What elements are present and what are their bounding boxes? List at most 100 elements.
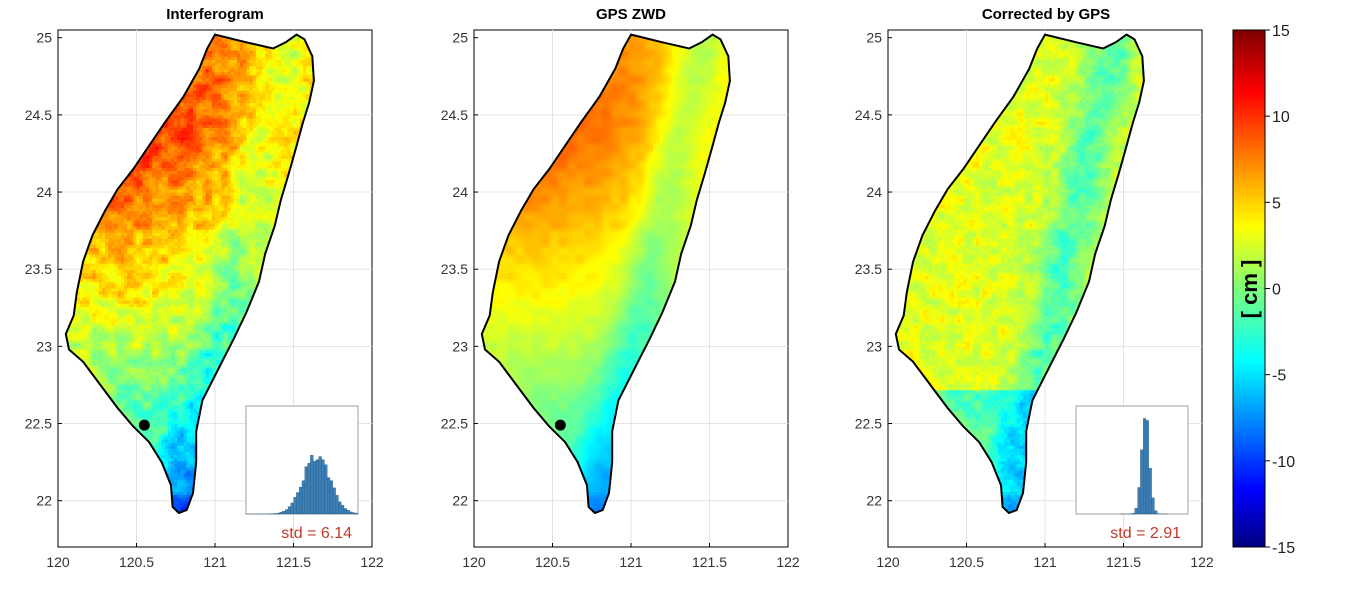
data-cell: [142, 389, 147, 394]
data-cell: [161, 395, 166, 400]
data-cell: [105, 346, 109, 351]
data-cell: [149, 392, 153, 397]
data-cell: [139, 352, 144, 357]
data-cell: [186, 423, 191, 428]
data-cell: [142, 377, 147, 381]
data-cell: [164, 358, 169, 363]
data-cell: [171, 358, 175, 363]
data-cell: [215, 361, 219, 366]
data-cell: [167, 472, 172, 477]
data-cell: [211, 346, 216, 351]
data-cell: [152, 405, 156, 409]
data-cell: [167, 414, 172, 418]
data-cell: [80, 349, 84, 354]
data-cell: [142, 343, 147, 347]
data-cell: [98, 364, 103, 369]
data-cell: [180, 482, 185, 486]
data-cell: [117, 377, 122, 381]
data-cell: [120, 392, 125, 397]
data-cell: [111, 361, 116, 366]
data-cell: [177, 491, 182, 496]
data-cell: [152, 417, 156, 422]
data-cell: [152, 398, 156, 403]
data-cell: [189, 361, 194, 366]
data-cell: [152, 439, 156, 443]
data-cell: [133, 377, 138, 381]
data-cell: [127, 395, 131, 400]
data-cell: [174, 361, 178, 366]
data-cell: [161, 364, 166, 369]
data-cell: [123, 383, 128, 388]
data-cell: [105, 389, 109, 394]
data-cell: [127, 392, 131, 397]
data-cell: [149, 423, 153, 428]
data-cell: [142, 432, 147, 437]
data-cell: [155, 349, 160, 354]
data-cell: [105, 383, 109, 388]
data-cell: [114, 386, 119, 391]
data-cell: [174, 398, 178, 403]
data-cell: [189, 448, 194, 452]
data-cell: [180, 439, 185, 443]
data-cell: [202, 374, 207, 378]
data-cell: [152, 442, 156, 446]
data-cell: [183, 398, 188, 403]
data-cell: [117, 340, 122, 344]
data-cell: [186, 368, 191, 372]
data-cell: [108, 355, 112, 360]
data-cell: [189, 479, 194, 483]
data-cell: [108, 337, 112, 341]
data-cell: [186, 448, 191, 452]
data-cell: [161, 374, 166, 378]
data-cell: [149, 340, 153, 344]
data-cell: [130, 411, 134, 415]
data-cell: [186, 442, 191, 446]
data-cell: [189, 401, 194, 406]
data-cell: [164, 392, 169, 397]
data-cell: [186, 361, 191, 366]
data-cell: [130, 420, 134, 425]
data-cell: [180, 454, 185, 459]
data-cell: [193, 417, 197, 422]
data-cell: [155, 442, 160, 446]
data-cell: [149, 355, 153, 360]
data-cell: [177, 368, 182, 372]
data-cell: [92, 337, 97, 341]
data-cell: [92, 349, 97, 354]
data-cell: [174, 469, 178, 474]
data-cell: [180, 503, 185, 508]
data-cell: [189, 337, 194, 341]
data-cell: [120, 352, 125, 357]
data-cell: [174, 408, 178, 412]
data-cell: [92, 361, 97, 366]
data-cell: [95, 371, 100, 375]
data-cell: [189, 491, 194, 496]
data-cell: [177, 392, 182, 397]
data-cell: [89, 355, 94, 360]
data-cell: [193, 346, 197, 351]
data-cell: [105, 358, 109, 363]
data-cell: [142, 364, 147, 369]
data-cell: [189, 488, 194, 493]
data-cell: [133, 352, 138, 357]
data-cell: [127, 414, 131, 418]
data-cell: [205, 377, 210, 381]
data-cell: [67, 340, 72, 344]
data-cell: [167, 445, 172, 449]
data-cell: [161, 451, 166, 455]
data-cell: [80, 346, 84, 351]
data-cell: [196, 346, 200, 351]
data-cell: [89, 337, 94, 341]
data-cell: [186, 457, 191, 462]
data-cell: [145, 389, 150, 394]
data-cell: [177, 383, 182, 388]
data-cell: [120, 340, 125, 344]
data-cell: [155, 352, 160, 357]
data-cell: [180, 469, 185, 474]
data-cell: [208, 364, 213, 369]
data-cell: [177, 432, 182, 437]
data-cell: [171, 346, 175, 351]
data-cell: [92, 371, 97, 375]
data-cell: [174, 371, 178, 375]
data-cell: [105, 352, 109, 357]
